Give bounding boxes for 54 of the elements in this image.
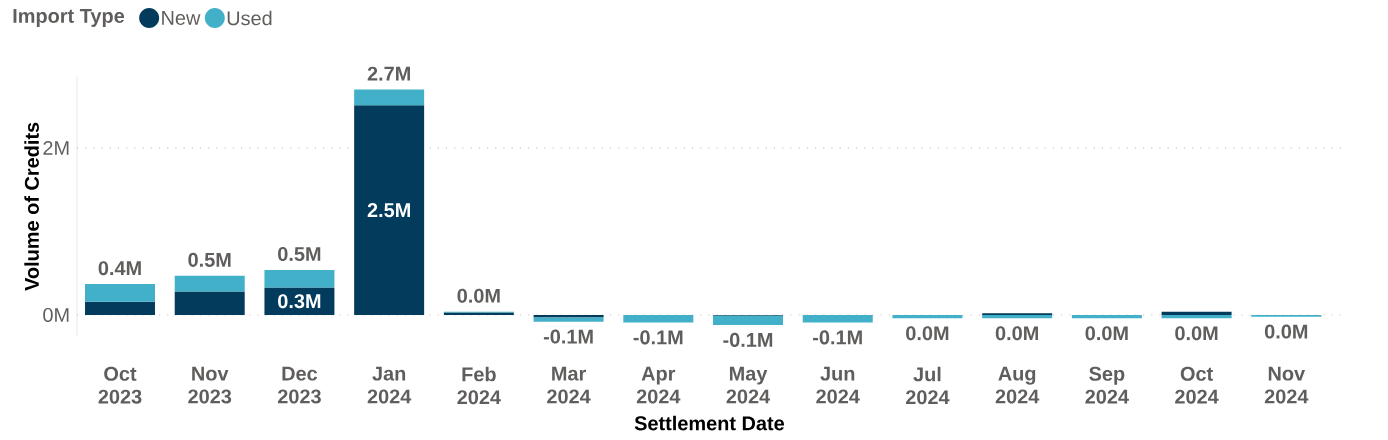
bar — [982, 315, 1053, 319]
total-label: 0.5M — [278, 246, 321, 262]
total-label: 0.0M — [1264, 324, 1308, 339]
total-label: -0.1M — [543, 329, 593, 344]
bar — [713, 315, 783, 326]
x-tick-label: Oct 2024 — [1175, 366, 1219, 404]
total-label: -0.1M — [633, 330, 683, 345]
x-tick-label: Jul 2024 — [905, 366, 950, 405]
x-tick-label: Dec 2023 — [277, 366, 321, 404]
total-label: 0.0M — [1085, 326, 1128, 341]
bar — [264, 269, 335, 288]
total-label: 0.4M — [98, 261, 141, 276]
x-tick-label: Oct 2023 — [98, 366, 142, 404]
data-label: 2.5M — [367, 203, 410, 218]
legend-title: Import Type — [13, 9, 125, 27]
x-tick-label: Nov 2023 — [188, 366, 232, 404]
bar — [1071, 315, 1142, 319]
y-tick-label: 0M — [43, 307, 69, 323]
x-tick-label: May 2024 — [726, 366, 771, 404]
y-tick-label: 2M — [43, 140, 69, 155]
total-label: 0.0M — [906, 326, 949, 341]
bar — [85, 284, 155, 302]
x-tick-label: Sep 2024 — [1085, 366, 1129, 404]
total-label: -0.1M — [813, 330, 862, 345]
x-tick-label: Jan 2024 — [367, 366, 412, 404]
bar — [85, 301, 155, 315]
x-tick-label: Nov 2024 — [1264, 366, 1309, 404]
x-axis-title: Settlement Date — [634, 415, 785, 431]
x-tick-label: Apr 2024 — [636, 366, 681, 404]
bar — [1161, 315, 1232, 319]
legend-label: New — [162, 11, 201, 25]
total-label: 0.0M — [1175, 326, 1218, 341]
bar — [174, 275, 245, 292]
total-label: -0.1M — [723, 332, 773, 347]
x-tick-label: Mar 2024 — [547, 366, 591, 404]
x-tick-label: Jun 2024 — [816, 366, 860, 404]
bar — [533, 315, 604, 318]
x-tick-label: Aug 2024 — [995, 366, 1040, 404]
total-label: 2.7M — [367, 66, 410, 81]
total-label: 0.5M — [188, 252, 231, 267]
x-tick-label: Feb 2024 — [457, 366, 501, 405]
bar — [174, 291, 245, 315]
bar — [354, 89, 425, 106]
data-label: 0.3M — [278, 294, 321, 309]
bar — [802, 315, 873, 323]
total-label: 0.0M — [457, 288, 500, 303]
bar — [354, 105, 425, 315]
bar — [892, 315, 963, 319]
legend-label: Used — [227, 10, 272, 26]
bar — [1161, 311, 1232, 315]
bar — [623, 315, 694, 323]
bar — [533, 317, 604, 322]
total-label: 0.0M — [995, 326, 1038, 341]
y-axis-title: Volume of Credits — [24, 122, 39, 291]
